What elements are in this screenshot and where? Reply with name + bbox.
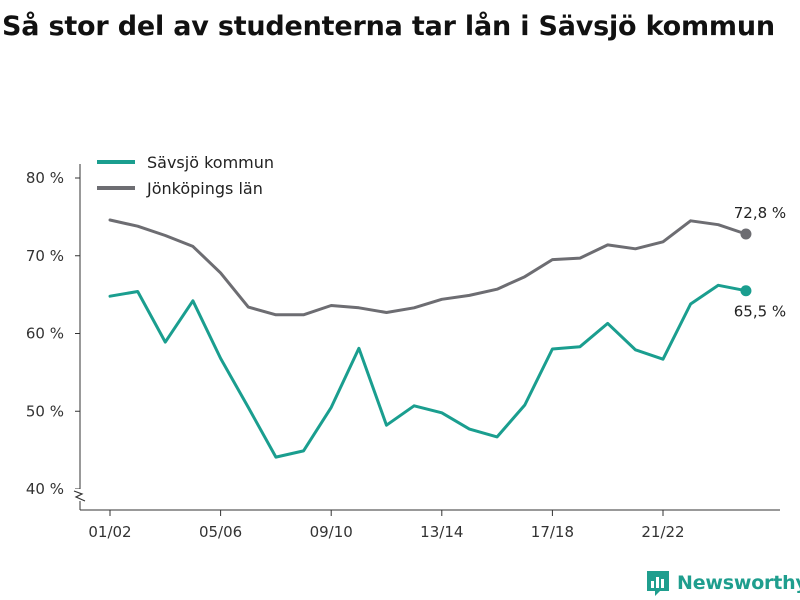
- newsworthy-logo-icon: [647, 571, 669, 596]
- series-layer: 72,8 % 65,5 %: [108, 204, 786, 459]
- chart-title: Så stor del av studenterna tar lån i Säv…: [2, 11, 775, 42]
- x-axis: 01/02 05/06 09/10 13/14 17/18 21/22: [80, 509, 780, 541]
- series-end-marker-1: [740, 228, 752, 240]
- brand-name: Newsworthy: [677, 572, 800, 594]
- y-tick-label: 70 %: [26, 247, 64, 265]
- series-line-1: [108, 218, 748, 317]
- series-end-label-0: 65,5 %: [734, 303, 786, 321]
- x-tick-label: 17/18: [531, 523, 574, 541]
- legend-label-1: Jönköpings län: [146, 179, 263, 198]
- axis-break-icon: [73, 490, 86, 502]
- x-tick-label: 05/06: [199, 523, 242, 541]
- series-line-0: [108, 283, 748, 459]
- y-tick-label: 80 %: [26, 169, 64, 187]
- y-axis: 40 % 50 % 60 % 70 % 80 %: [26, 164, 86, 510]
- x-tick-label: 13/14: [420, 523, 463, 541]
- y-tick-label: 60 %: [26, 325, 64, 343]
- legend-label-0: Sävsjö kommun: [147, 153, 274, 172]
- legend: Sävsjö kommun Jönköpings län: [97, 153, 274, 198]
- series-end-label-1: 72,8 %: [734, 204, 786, 222]
- brand-logo: Newsworthy: [645, 568, 800, 598]
- y-tick-label: 50 %: [26, 402, 64, 420]
- x-tick-label: 01/02: [88, 523, 131, 541]
- series-end-marker-0: [740, 285, 752, 297]
- x-tick-label: 21/22: [641, 523, 684, 541]
- y-tick-label: 40 %: [26, 480, 64, 498]
- x-tick-label: 09/10: [310, 523, 353, 541]
